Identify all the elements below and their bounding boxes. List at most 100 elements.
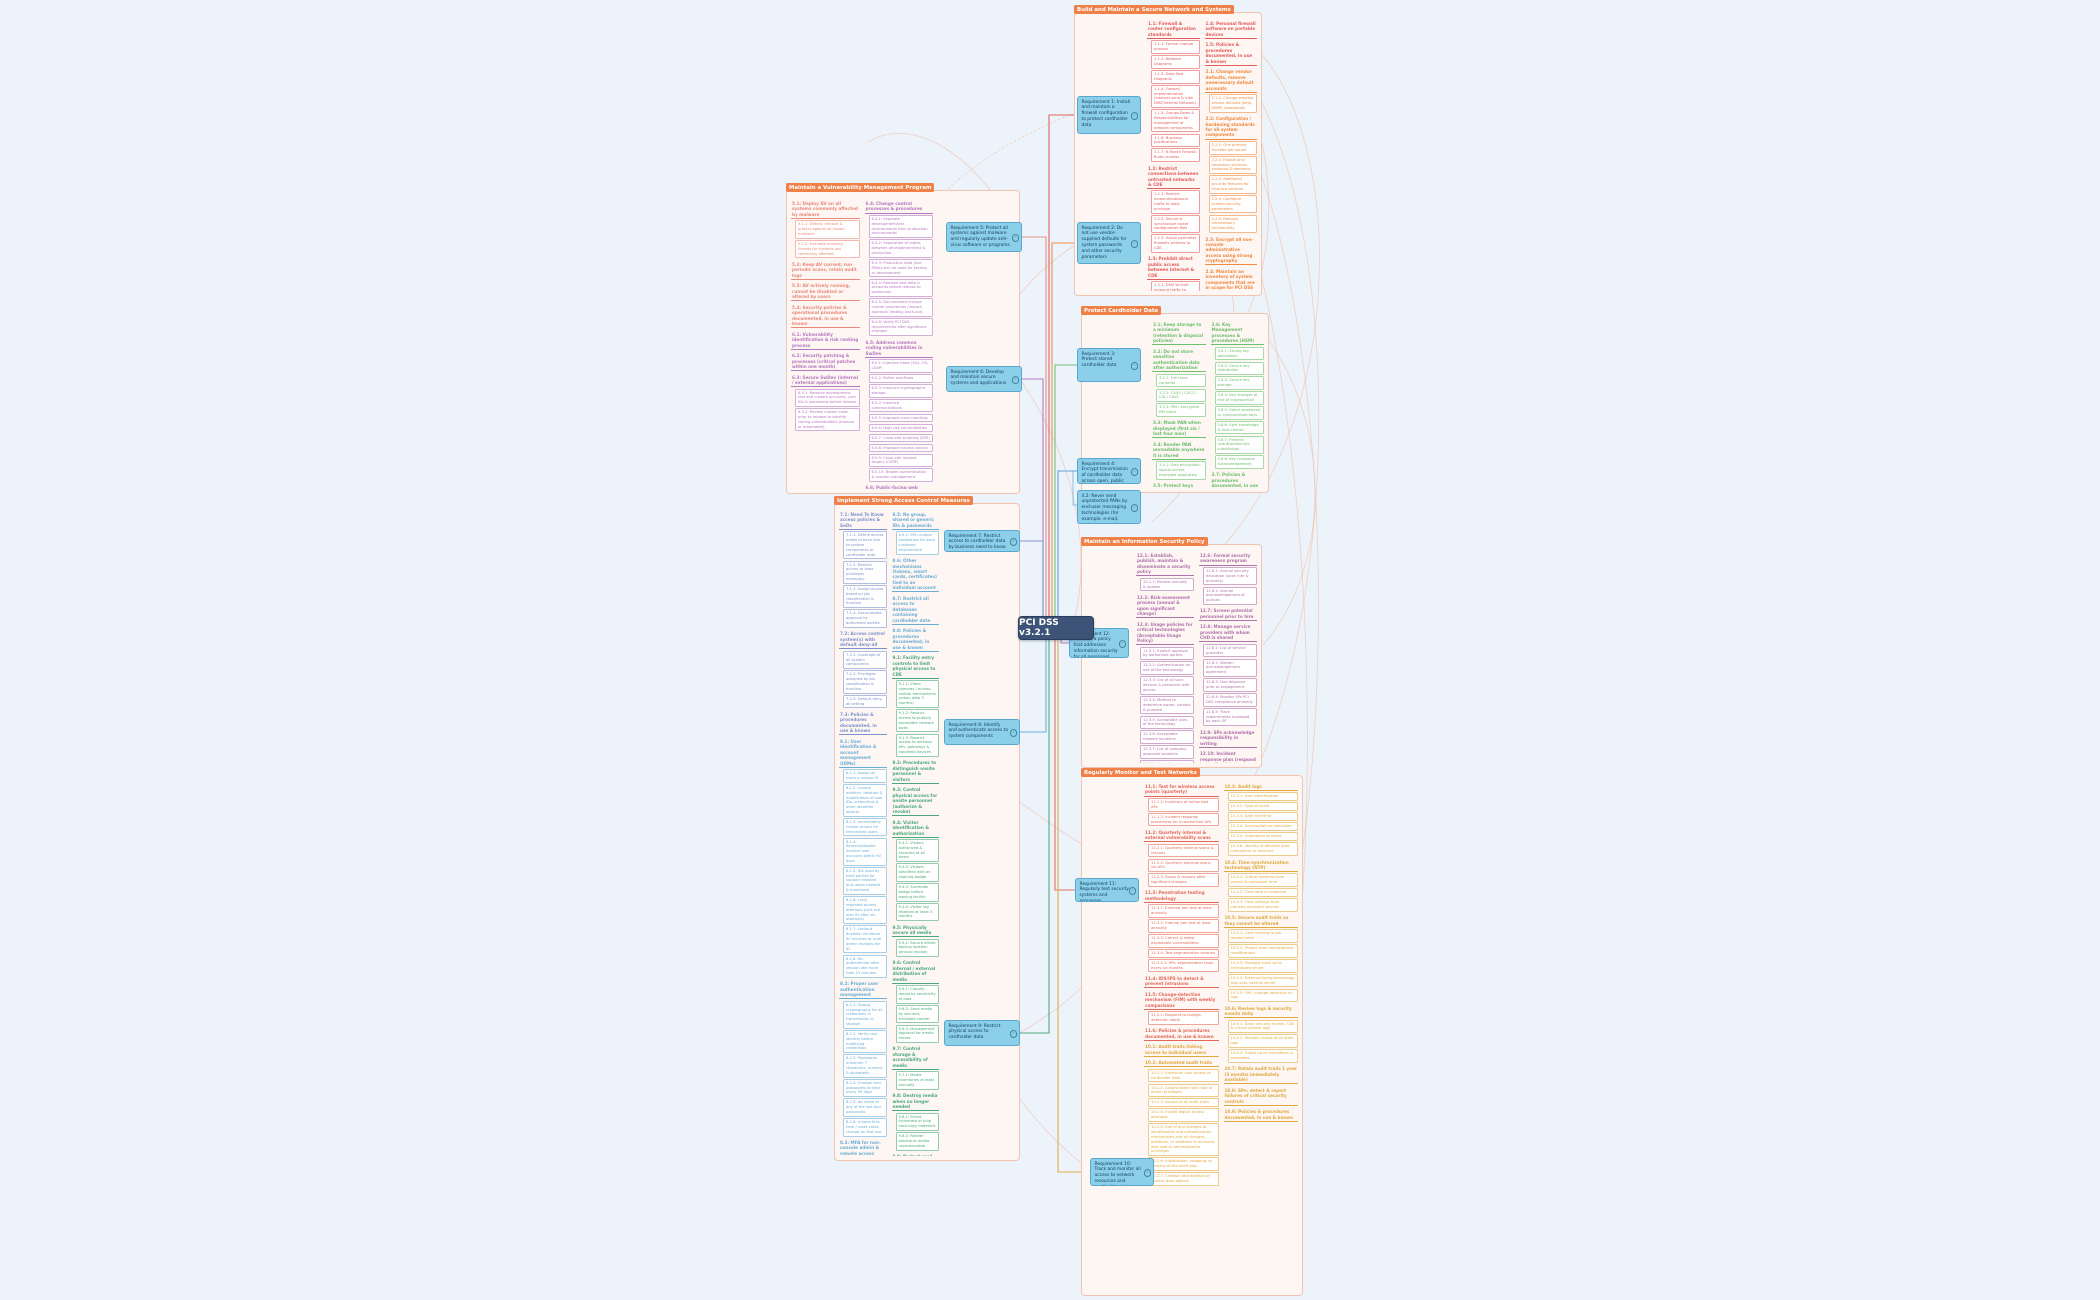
branch-label[interactable]: 12.10: Incident response plan (respond i… (1199, 751, 1257, 763)
branch-label[interactable]: 9.8: Destroy media when no longer needed (891, 1093, 939, 1112)
branch-label[interactable]: 8.6: Other mechanisms (tokens, smart car… (891, 558, 939, 593)
branch-label[interactable]: 8.2: Proper user authentication manageme… (839, 981, 887, 1000)
sub-requirement[interactable]: 2.2.4: Configure system security paramet… (1208, 194, 1257, 214)
sub-requirement[interactable]: 1.1.2: Network Diagrams (1151, 55, 1200, 69)
sub-requirement[interactable]: 3.6.5: Retire weakened or compromised ke… (1214, 406, 1264, 420)
branch-label[interactable]: 12.1: Establish, publish, maintain & dis… (1136, 553, 1194, 577)
sub-requirement[interactable]: 12.3.6: Acceptable network locations (1140, 730, 1194, 744)
branch-label[interactable]: 3.1: Keep storage to a minimum (retentio… (1152, 322, 1206, 346)
branch-label[interactable]: 2.3: Encrypt all non-console administrat… (1204, 237, 1257, 266)
sub-requirement[interactable]: 6.3.1: Remove development, test and cust… (795, 388, 860, 407)
requirement-node-10[interactable]: Requirement 10: Track and monitor all ac… (1090, 1158, 1154, 1186)
sub-requirement[interactable]: 10.4.3: Time settings from industry-acce… (1227, 898, 1298, 912)
branch-label[interactable]: 5.1: Deploy AV on all systems commonly a… (791, 201, 860, 219)
requirement-node-2[interactable]: Requirement 2: Do not use vendor-supplie… (1077, 222, 1141, 264)
branch-label[interactable]: 9.2: Procedures to distinguish onsite pe… (891, 760, 939, 784)
sub-requirement[interactable]: 8.1.7: Lockout duration minimum 30 minut… (843, 925, 887, 954)
sub-requirement[interactable]: 12.3.4: Method to determine owner, conta… (1140, 695, 1194, 715)
branch-label[interactable]: 8.7: Restrict all access to databases co… (891, 596, 939, 625)
branch-label[interactable]: 1.3: Prohibit direct public access betwe… (1147, 256, 1200, 280)
branch-label[interactable]: 12.7: Screen potential personnel prior t… (1199, 608, 1257, 621)
branch-label[interactable]: 1.5: Policies & procedures documented, i… (1204, 42, 1257, 66)
sub-requirement[interactable]: 1.2.1: Restrict inbound/outbound traffic… (1151, 190, 1200, 214)
sub-requirement[interactable]: 6.4.3: Production data (live PANs) are n… (868, 258, 933, 278)
branch-label[interactable]: 3.4: Render PAN unreadable anywhere it i… (1152, 442, 1206, 460)
sub-requirement[interactable]: 7.2.3: Default deny-all setting (843, 694, 887, 709)
branch-label[interactable]: 6.1: Vulnerability identification & risk… (791, 332, 860, 350)
branch-label[interactable]: 8.5: No group, shared or generic IDs & p… (891, 512, 939, 530)
sub-requirement[interactable]: 9.7.1: Media inventories at least annual… (895, 1071, 939, 1090)
sub-requirement[interactable]: 12.3.7: List of company-approved product… (1140, 745, 1194, 759)
branch-label[interactable]: 12.6: Formal security awareness program (1199, 553, 1257, 566)
branch-label[interactable]: 11.3: Penetration testing methodology (1144, 890, 1219, 903)
sub-requirement[interactable]: 10.2.4: Invalid logical access attempts (1148, 1108, 1219, 1123)
sub-requirement[interactable]: 11.2.3: Scans & rescans after significan… (1148, 873, 1219, 887)
sub-requirement[interactable]: 6.5.2: Buffer overflows (868, 373, 933, 383)
sub-requirement[interactable]: 3.6.2: Secure key distribution (1214, 361, 1264, 376)
sub-requirement[interactable]: 2.2.1: One primary function per server (1208, 140, 1257, 155)
sub-requirement[interactable]: 6.4.5: Documented change control procedu… (868, 298, 933, 317)
sub-requirement[interactable]: 10.5.1: Limit viewing to job-related nee… (1227, 929, 1298, 943)
sub-requirement[interactable]: 8.2.4: Change user passwords at least ev… (843, 1078, 887, 1098)
sub-requirement[interactable]: 11.5.1: Respond to change-detection aler… (1148, 1011, 1219, 1025)
sub-requirement[interactable]: 8.2.1: Strong cryptography for all crede… (843, 1000, 887, 1029)
branch-label[interactable]: 9.9: Protect card-capture devices from t… (892, 1154, 940, 1156)
branch-label[interactable]: 12.9: SPs acknowledge responsibility in … (1199, 730, 1257, 748)
sub-requirement[interactable]: 2.2.2: Enable only necessary services, p… (1208, 155, 1257, 175)
branch-label[interactable]: 8.1: User identification & account manag… (839, 739, 887, 768)
sub-requirement[interactable]: 7.2.1: Coverage of all system components (843, 650, 887, 670)
branch-label[interactable]: 10.6: Review logs & security events dail… (1223, 1006, 1298, 1019)
sub-requirement[interactable]: 11.1.1: Inventory of authorized APs (1148, 797, 1219, 812)
sub-requirement[interactable]: 11.3.2: Internal pen test at least annua… (1148, 919, 1219, 933)
sub-requirement[interactable]: 10.3.5: Origination of event (1227, 832, 1298, 842)
sub-requirement[interactable]: 3.2.1: Full track contents (1156, 373, 1206, 388)
sub-requirement[interactable]: 10.2.1: Individual user access to cardho… (1148, 1068, 1219, 1083)
branch-label[interactable]: 11.2: Quarterly internal & external vuln… (1144, 830, 1219, 843)
branch-label[interactable]: 11.4: IDS/IPS to detect & prevent intrus… (1144, 976, 1219, 989)
sub-requirement[interactable]: 9.4.4: Visitor log retained at least 3 m… (895, 902, 939, 922)
sub-requirement[interactable]: 10.2.7: Creation and deletion of system-… (1148, 1172, 1219, 1186)
branch-label[interactable]: 3.3: Mask PAN when displayed (first six … (1152, 420, 1206, 439)
sub-requirement[interactable]: 1.1.3: Data flow Diagrams (1151, 69, 1200, 84)
sub-requirement[interactable]: 7.1.2: Restrict access to least privileg… (843, 560, 887, 584)
branch-label[interactable]: 10.9: Policies & procedures documented, … (1223, 1109, 1298, 1122)
branch-label[interactable]: 9.7: Control storage & accessibility of … (891, 1046, 939, 1070)
requirement-node-7[interactable]: Requirement 7: Restrict access to cardho… (944, 530, 1020, 552)
sub-requirement[interactable]: 3.6.1: Strong key generation (1214, 346, 1264, 361)
sub-requirement[interactable]: 9.1.1: Video cameras / access-control me… (895, 679, 939, 709)
sub-requirement[interactable]: 10.3.3: Date and time (1227, 812, 1298, 822)
requirement-node-6[interactable]: Requirement 6: Develop and maintain secu… (946, 366, 1022, 392)
sub-requirement[interactable]: 6.5.6: High-risk vulnerabilities (868, 423, 933, 433)
branch-label[interactable]: 2.2: Configuration / hardening standards… (1204, 116, 1257, 140)
sub-requirement[interactable]: 10.3.1: User identification (1227, 792, 1298, 802)
sub-requirement[interactable]: 6.4.2: Separation of duties between deve… (868, 239, 933, 258)
branch-label[interactable]: 3.7: Policies & procedures documented, i… (1211, 472, 1265, 488)
sub-requirement[interactable]: 8.5.1: SPs: unique credentials for each … (895, 531, 939, 555)
group-header-secure-network[interactable]: Build and Maintain a Secure Network and … (1074, 5, 1234, 14)
sub-requirement[interactable]: 12.8.5: Track requirements managed by ea… (1203, 707, 1257, 727)
sub-requirement[interactable]: 8.1.4: Remove/disable inactive user acco… (843, 837, 887, 866)
sub-requirement[interactable]: 6.4.6: Verify PCI DSS requirements after… (868, 317, 933, 337)
branch-label[interactable]: 9.6: Control internal / external distrib… (891, 960, 939, 984)
sub-requirement[interactable]: 10.4.2: Time data is protected (1227, 888, 1298, 898)
sub-requirement[interactable]: 6.5.8: Improper access control (868, 443, 933, 453)
sub-requirement[interactable]: 12.3.8: Auto-disconnect remote sessions … (1140, 759, 1194, 763)
group-header-protect-cardholder-data[interactable]: Protect Cardholder Data (1081, 306, 1162, 315)
sub-requirement[interactable]: 10.5.3: Promptly back up to centralized … (1227, 958, 1298, 973)
branch-label[interactable]: 6.5: Address common coding vulnerabiliti… (864, 340, 933, 358)
sub-requirement[interactable]: 11.2.2: Quarterly external scans via ASV (1148, 858, 1219, 873)
sub-requirement[interactable]: 10.3.4: Success/failure indication (1227, 822, 1298, 832)
sub-requirement[interactable]: 5.1.1: Detect, remove & protect against … (795, 220, 860, 239)
sub-requirement[interactable]: 12.3.2: Authentication for use of the te… (1140, 661, 1194, 676)
sub-requirement[interactable]: 8.1.3: Immediately revoke access for ter… (843, 817, 887, 837)
sub-requirement[interactable]: 9.4.3: Surrender badge before leaving fa… (895, 883, 939, 902)
branch-label[interactable]: 5.2: Keep AV current, run periodic scans… (791, 262, 860, 280)
sub-requirement[interactable]: 1.1.6: Business justifications (1151, 133, 1200, 148)
sub-requirement[interactable]: 9.8.1: Shred, incinerate or pulp hard-co… (895, 1112, 939, 1131)
branch-label[interactable]: 6.6: Public-facing web apps: vulnerabili… (865, 485, 934, 489)
branch-label[interactable]: 1.1: Firewall & router configuration sta… (1147, 21, 1200, 39)
branch-label[interactable]: 10.2: Automated audit trails (1144, 1060, 1219, 1068)
branch-label[interactable]: 5.3: AV actively running, cannot be disa… (791, 283, 860, 302)
branch-label[interactable]: 9.1: Facility entry controls to limit ph… (891, 655, 939, 679)
group-header-infosec-policy[interactable]: Maintain an Information Security Policy (1081, 537, 1208, 546)
